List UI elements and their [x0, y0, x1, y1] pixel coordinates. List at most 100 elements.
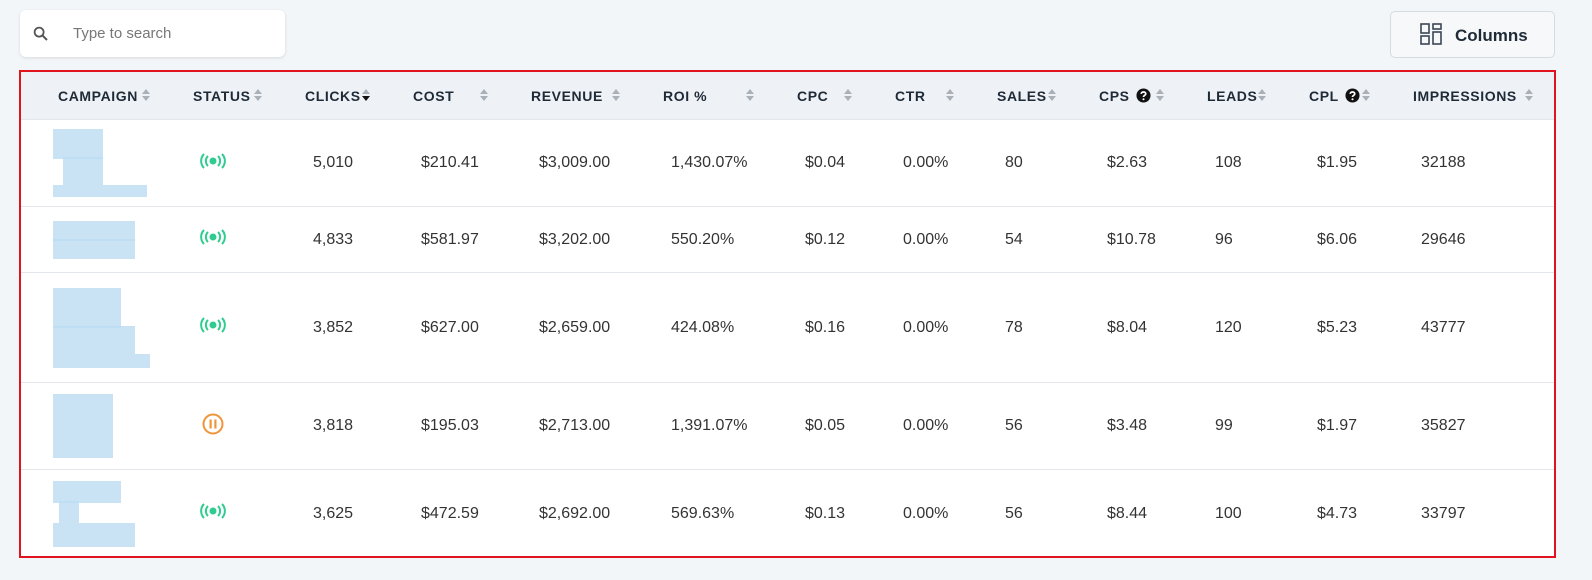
cell: 33797 — [1413, 469, 1554, 556]
cell: 0.00% — [895, 206, 997, 273]
cell: 0.00% — [895, 119, 997, 207]
cell: $2,713.00 — [531, 382, 663, 470]
campaign-cell — [21, 206, 193, 273]
cell: 3,818 — [305, 382, 413, 470]
cell: 0.00% — [895, 469, 997, 556]
sort-icon[interactable] — [1361, 88, 1371, 105]
column-header[interactable]: REVENUE — [531, 72, 663, 120]
cell: 120 — [1207, 272, 1309, 383]
table-row[interactable]: 4,833 $581.97 $3,202.00 550.20% $0.12 0.00% 54… — [21, 206, 1554, 273]
column-header[interactable]: CPS — [1099, 72, 1207, 120]
campaign-cell — [21, 272, 193, 383]
column-header[interactable]: CLICKS — [305, 72, 413, 120]
column-header[interactable]: STATUS — [193, 72, 305, 120]
cell: 78 — [997, 272, 1099, 383]
cell: $210.41 — [413, 119, 531, 207]
cell: $3.48 — [1099, 382, 1207, 470]
cell: $627.00 — [413, 272, 531, 383]
column-header[interactable]: SALES — [997, 72, 1099, 120]
cell: 100 — [1207, 469, 1309, 556]
sort-icon[interactable] — [611, 88, 621, 105]
header-label: CPS — [1099, 87, 1130, 104]
table-row[interactable]: 3,818 $195.03 $2,713.00 1,391.07% $0.05 0.00%… — [21, 382, 1554, 470]
sort-icon[interactable] — [1155, 88, 1165, 105]
cell: $2,692.00 — [531, 469, 663, 556]
cell: $0.13 — [797, 469, 895, 556]
table-row[interactable]: 5,010 $210.41 $3,009.00 1,430.07% $0.04 0.00%… — [21, 119, 1554, 207]
header-label: REVENUE — [531, 87, 603, 104]
sort-icon[interactable] — [945, 88, 955, 105]
cell: $5.23 — [1309, 272, 1413, 383]
header-label: COST — [413, 87, 455, 104]
cell: $10.78 — [1099, 206, 1207, 273]
header-label: CPL — [1309, 87, 1339, 104]
header-label: CLICKS — [305, 87, 361, 104]
cell: 550.20% — [663, 206, 797, 273]
cell: 424.08% — [663, 272, 797, 383]
search-placeholder: Type to search — [73, 25, 172, 42]
sort-icon[interactable] — [479, 88, 489, 105]
column-header[interactable]: CPL — [1309, 72, 1413, 120]
header-label: STATUS — [193, 87, 251, 104]
header-label: CTR — [895, 87, 926, 104]
column-header[interactable]: CAMPAIGN — [21, 72, 193, 120]
sort-icon[interactable] — [1257, 88, 1267, 105]
header-label: SALES — [997, 87, 1047, 104]
status-icon — [200, 229, 226, 250]
cell: $1.97 — [1309, 382, 1413, 470]
cell: $8.04 — [1099, 272, 1207, 383]
sort-icon[interactable] — [361, 88, 371, 105]
cell: $0.16 — [797, 272, 895, 383]
column-header[interactable]: COST — [413, 72, 531, 120]
cell: 80 — [997, 119, 1099, 207]
header-label: LEADS — [1207, 87, 1258, 104]
cell: 108 — [1207, 119, 1309, 207]
cell: $3,009.00 — [531, 119, 663, 207]
sort-icon[interactable] — [843, 88, 853, 105]
cell: 54 — [997, 206, 1099, 273]
status-cell — [193, 382, 305, 470]
status-icon — [202, 413, 224, 440]
cell: 32188 — [1413, 119, 1554, 207]
cell: $195.03 — [413, 382, 531, 470]
table-row[interactable]: 3,852 $627.00 $2,659.00 424.08% $0.16 0.00% 78… — [21, 272, 1554, 383]
cell: 56 — [997, 469, 1099, 556]
table: CAMPAIGN STATUS CLICKS COST REVENUE ROI % CPC C… — [21, 72, 1554, 556]
status-cell — [193, 469, 305, 556]
campaign-name-blurred — [53, 129, 153, 197]
search-box[interactable]: Type to search — [20, 10, 285, 57]
campaign-name-blurred — [53, 480, 153, 547]
cell: $3,202.00 — [531, 206, 663, 273]
cell: $0.12 — [797, 206, 895, 273]
sort-icon[interactable] — [1524, 88, 1534, 105]
columns-button[interactable]: Columns — [1390, 11, 1555, 58]
campaign-cell — [21, 119, 193, 207]
campaign-table: CAMPAIGN STATUS CLICKS COST REVENUE ROI % CPC C… — [19, 70, 1556, 558]
table-row[interactable]: 3,625 $472.59 $2,692.00 569.63% $0.13 0.00% 56… — [21, 469, 1554, 556]
sort-icon[interactable] — [1047, 88, 1057, 105]
sort-icon[interactable] — [141, 88, 151, 105]
header-label: CPC — [797, 87, 829, 104]
cell: 1,391.07% — [663, 382, 797, 470]
sort-icon[interactable] — [253, 88, 263, 105]
campaign-cell — [21, 469, 193, 556]
column-header[interactable]: CTR — [895, 72, 997, 120]
campaign-name-blurred — [53, 287, 153, 368]
campaign-name-blurred — [53, 394, 153, 458]
column-header[interactable]: CPC — [797, 72, 895, 120]
campaign-cell — [21, 382, 193, 470]
column-header[interactable]: ROI % — [663, 72, 797, 120]
column-header[interactable]: IMPRESSIONS — [1413, 72, 1554, 120]
status-icon — [200, 152, 226, 174]
cell: 56 — [997, 382, 1099, 470]
status-cell — [193, 119, 305, 207]
column-header[interactable]: LEADS — [1207, 72, 1309, 120]
cell: 1,430.07% — [663, 119, 797, 207]
cell: 0.00% — [895, 272, 997, 383]
cell: $0.05 — [797, 382, 895, 470]
sort-icon[interactable] — [745, 88, 755, 105]
campaign-name-blurred — [53, 220, 153, 259]
status-cell — [193, 206, 305, 273]
cell: $8.44 — [1099, 469, 1207, 556]
